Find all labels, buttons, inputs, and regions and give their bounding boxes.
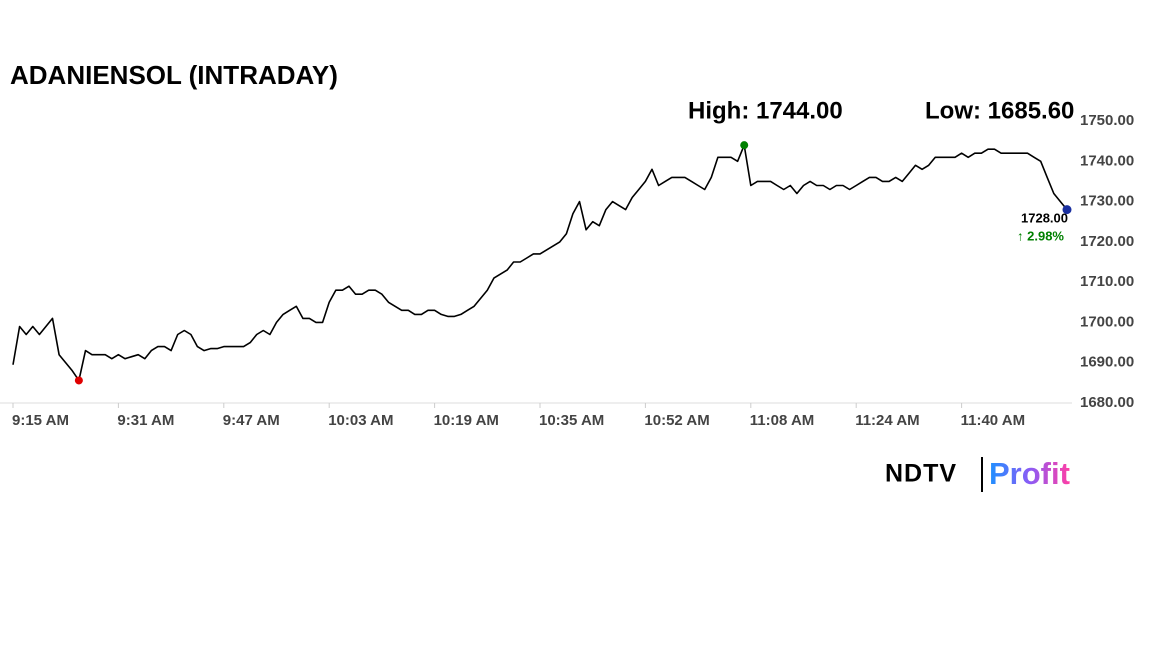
x-tick-label: 9:15 AM <box>12 412 69 429</box>
price-line <box>12 144 1068 382</box>
chart-title: ADANIENSOL (INTRADAY) <box>10 60 338 90</box>
y-tick-label: 1710.00 <box>1080 273 1134 290</box>
y-tick-label: 1700.00 <box>1080 313 1134 330</box>
x-tick-label: 10:52 AM <box>644 412 709 429</box>
x-tick-label: 9:31 AM <box>117 412 174 429</box>
x-tick-label: 11:24 AM <box>855 412 919 429</box>
x-tick-label: 11:08 AM <box>750 412 814 429</box>
low-text: Low: 1685.60 <box>925 97 1074 124</box>
x-tick-label: 10:19 AM <box>434 412 499 429</box>
high-text: High: 1744.00 <box>688 97 843 124</box>
logo-profit: Profit <box>989 456 1070 491</box>
x-tick-label: 10:35 AM <box>539 412 604 429</box>
y-tick-label: 1680.00 <box>1080 394 1134 411</box>
high-marker <box>740 141 749 150</box>
logo-ndtv: NDTV <box>885 460 957 488</box>
change-label: ↑ 2.98% <box>1017 228 1064 243</box>
x-tick-label: 9:47 AM <box>223 412 280 429</box>
last-price-label: 1728.00 <box>1021 210 1068 225</box>
y-tick-label: 1730.00 <box>1080 193 1134 210</box>
last-marker <box>1062 205 1072 215</box>
low-marker <box>74 376 83 385</box>
y-tick-label: 1690.00 <box>1080 354 1134 371</box>
y-tick-label: 1740.00 <box>1080 152 1134 169</box>
y-tick-label: 1720.00 <box>1080 233 1134 250</box>
y-tick-label: 1750.00 <box>1080 112 1134 129</box>
x-tick-label: 11:40 AM <box>961 412 1025 429</box>
x-tick-label: 10:03 AM <box>328 412 393 429</box>
